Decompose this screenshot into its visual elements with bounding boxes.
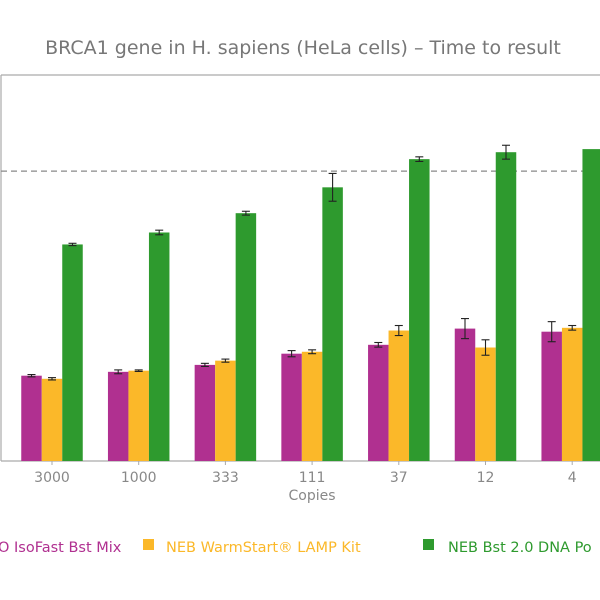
error-bar-1000-series-0 — [114, 369, 123, 375]
error-bar-333-series-1 — [221, 358, 230, 363]
legend-swatch-warmstart — [143, 539, 154, 550]
x-tick-label-333: 333 — [212, 470, 239, 486]
bar-333-series-1 — [215, 360, 236, 461]
x-axis-label: Copies — [288, 488, 335, 504]
legend-swatch-bst2 — [423, 539, 434, 550]
bar-1000-series-1 — [128, 370, 149, 461]
legend-label-warmstart: NEB WarmStart® LAMP Kit — [166, 540, 361, 556]
error-bar-333-series-0 — [200, 362, 209, 367]
bar-4-series-0 — [541, 331, 562, 461]
bar-4-series-2 — [582, 149, 600, 461]
bar-37-series-0 — [368, 344, 389, 461]
bar-3000-series-1 — [41, 378, 63, 461]
x-tick-label-3000: 3000 — [34, 470, 70, 486]
bar-1000-series-2 — [148, 232, 170, 461]
error-bar-333-series-2 — [241, 210, 250, 216]
bar-12-series-1 — [475, 347, 496, 461]
bar-333-series-2 — [235, 213, 257, 461]
error-bar-111-series-2 — [328, 172, 337, 202]
error-bar-12-series-2 — [502, 144, 510, 160]
error-bar-3000-series-0 — [27, 373, 36, 378]
error-bar-111-series-1 — [308, 349, 317, 355]
bar-111-series-2 — [322, 187, 343, 462]
bar-333-series-0 — [194, 364, 216, 461]
bar-12-series-2 — [495, 152, 517, 461]
bar-3000-series-2 — [62, 244, 83, 461]
bar-1000-series-0 — [107, 371, 129, 461]
error-bar-12-series-1 — [481, 339, 490, 356]
bar-111-series-1 — [301, 351, 323, 461]
error-bar-1000-series-2 — [155, 229, 164, 236]
x-tick-label-4: 4 — [568, 470, 577, 486]
chart-title: BRCA1 gene in H. sapiens (HeLa cells) – … — [45, 37, 561, 59]
bar-37-series-2 — [409, 159, 430, 461]
legend-label-bst2: NEB Bst 2.0 DNA Po — [448, 540, 592, 556]
error-bar-37-series-0 — [374, 341, 383, 348]
error-bar-1000-series-1 — [134, 369, 143, 372]
x-tick-label-37: 37 — [390, 470, 408, 486]
x-tick-label-111: 111 — [299, 470, 326, 486]
bar-3000-series-0 — [21, 375, 42, 461]
bar-12-series-0 — [454, 328, 476, 461]
error-bar-111-series-0 — [287, 350, 296, 358]
x-tick-label-12: 12 — [477, 470, 495, 486]
error-bar-3000-series-1 — [48, 377, 56, 381]
error-bar-3000-series-2 — [68, 242, 77, 247]
x-tick-label-1000: 1000 — [121, 470, 157, 486]
error-bar-37-series-1 — [394, 324, 403, 337]
legend-label-isofast: O IsoFast Bst Mix — [0, 540, 122, 556]
bar-111-series-0 — [281, 353, 302, 461]
bar-4-series-1 — [561, 327, 583, 461]
error-bar-4-series-0 — [547, 321, 556, 343]
error-bar-4-series-1 — [568, 324, 577, 331]
error-bar-12-series-0 — [461, 318, 469, 340]
bar-37-series-1 — [388, 330, 410, 461]
legend: O IsoFast Bst Mix NEB WarmStart® LAMP Ki… — [0, 539, 592, 556]
error-bar-37-series-2 — [415, 156, 424, 163]
